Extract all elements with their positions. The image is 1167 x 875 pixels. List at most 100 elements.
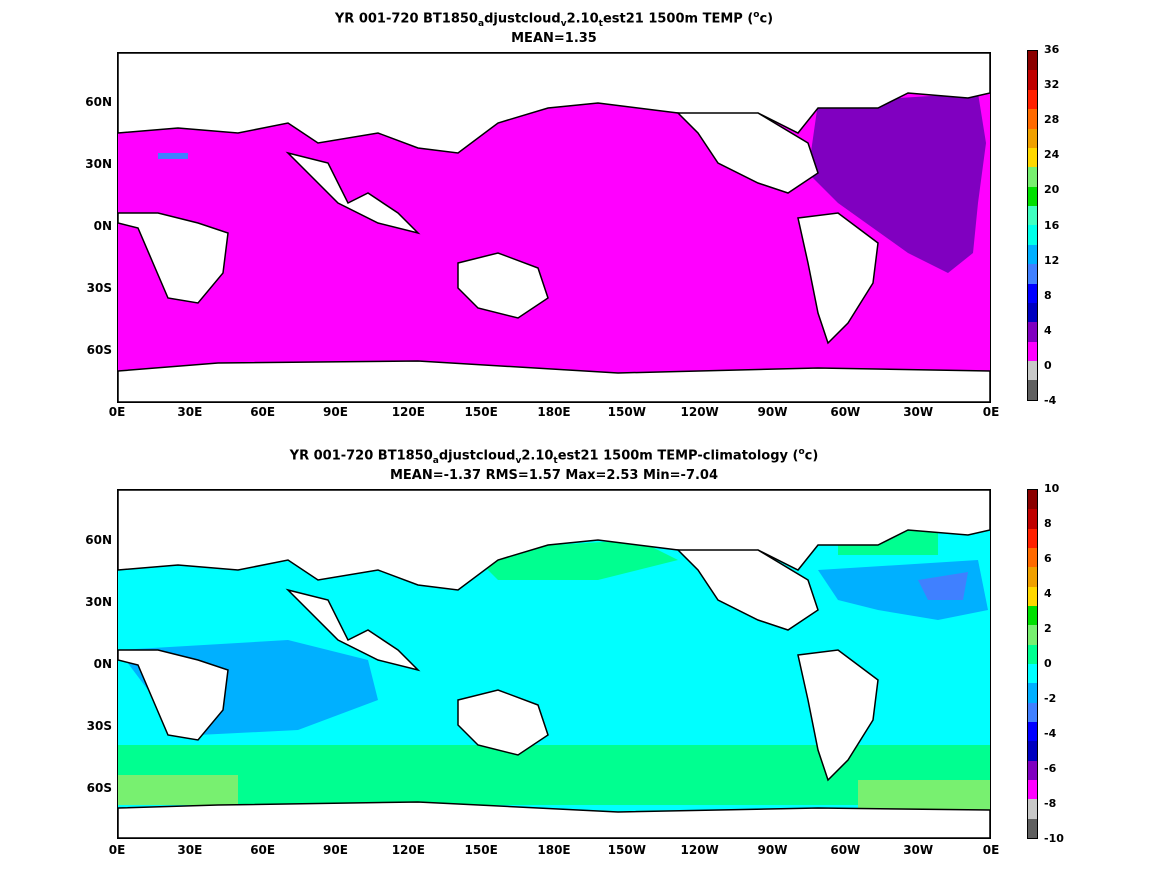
panel2-xlabel: 90E [323,843,348,857]
panel1-colorbar-swatch [1028,361,1037,381]
panel1-xlabel: 150W [607,405,646,419]
panel2-xlabel: 180E [537,843,571,857]
panel1-ylabel: 30N [85,157,112,171]
panel1-colorbar-swatch [1028,128,1037,148]
panel2-colorbar-tick: 8 [1044,517,1052,530]
panel2-colorbar-tick: -4 [1044,727,1057,740]
panel1-ylabel: 0N [93,219,112,233]
panel2-xlabel: 150E [464,843,498,857]
panel2-colorbar-tick: 2 [1044,622,1052,635]
panel2-colorbar-tick: -10 [1044,832,1064,845]
panel1-colorbar-swatch [1028,51,1037,71]
panel2-ylabel: 30S [86,719,112,733]
panel2-title: YR 001-720 BT1850adjustcloudv2.10test21 … [289,447,819,466]
panel1-xlabel: 90E [323,405,348,419]
panel2-ylabel: 60N [85,533,112,547]
panel1-xlabel: 60W [830,405,861,419]
panel2-colorbar-swatch [1028,818,1037,838]
panel1-colorbar-tick: 36 [1044,43,1060,56]
panel2-colorbar-swatch [1028,490,1037,510]
panel1-colorbar-swatch [1028,322,1037,342]
panel1-map [117,52,991,403]
panel2-colorbar-swatch [1028,547,1037,568]
panel2-colorbar-tick: 10 [1044,482,1060,495]
panel2-colorbar-swatch [1028,586,1037,606]
panel1-xlabel: 0E [108,405,126,419]
panel1-xlabel: 150E [464,405,498,419]
panel2-colorbar-swatch [1028,605,1037,626]
panel2-ylabel: 30N [85,595,112,609]
panel1-colorbar-tick: 28 [1044,113,1060,127]
panel1-ylabel: 60N [85,95,112,109]
panel1-colorbar-swatch [1028,186,1037,206]
panel1-colorbar-tick: 32 [1044,78,1060,92]
panel2-xlabel: 30E [177,843,203,857]
panel2-xlabel: 120E [391,843,425,857]
panel1-colorbar-swatch [1028,264,1037,284]
panel1-xlabel: 60E [250,405,276,419]
panel1-xlabel: 120W [680,405,719,419]
panel2-xlabel: 0E [982,843,1000,857]
panel1-colorbar-swatch [1028,380,1037,400]
panel2-colorbar-swatch [1028,625,1037,645]
panel2-colorbar-swatch [1028,779,1037,800]
panel2-xlabel: 30W [903,843,934,857]
panel2-colorbar-tick: 0 [1044,657,1052,670]
panel1-colorbar-tick: 0 [1044,358,1052,372]
panel2-subtitle: MEAN=-1.37 RMS=1.57 Max=2.53 Min=-7.04 [389,468,719,483]
panel1-ylabel: 60S [86,343,112,357]
panel2-colorbar [1027,489,1038,839]
panel2-xlabel: 0E [108,843,126,857]
panel2-ylabel: 60S [86,781,112,795]
panel1-colorbar-swatch [1028,341,1037,361]
panel1-xlabel: 30E [177,405,203,419]
panel1-colorbar-tick: 24 [1044,148,1060,162]
panel1-colorbar-tick: 16 [1044,218,1060,232]
panel2-xlabel: 60W [830,843,861,857]
panel2-colorbar-swatch [1028,683,1037,703]
panel1-colorbar-tick: 20 [1044,183,1060,197]
panel1-colorbar-tick: 8 [1044,288,1052,302]
panel1-colorbar-swatch [1028,147,1037,168]
panel2-colorbar-swatch [1028,702,1037,722]
panel1-colorbar-tick: -4 [1044,394,1057,407]
panel2-colorbar-swatch [1028,663,1037,684]
panel1-xlabel: 120E [391,405,425,419]
panel2-colorbar-tick: 4 [1044,587,1052,600]
panel1-colorbar-swatch [1028,167,1037,187]
panel2-colorbar-tick: -2 [1044,692,1057,705]
panel2-xlabel: 90W [757,843,788,857]
panel1-ylabel: 30S [86,281,112,295]
panel2-colorbar-swatch [1028,567,1037,587]
panel2-colorbar-swatch [1028,760,1037,780]
panel2-xlabel: 120W [680,843,719,857]
panel1-xlabel: 180E [537,405,571,419]
panel1-colorbar-swatch [1028,89,1037,110]
panel2-colorbar-swatch [1028,741,1037,761]
panel2-colorbar-swatch [1028,528,1037,548]
panel1-title: YR 001-720 BT1850adjustcloudv2.10test21 … [334,10,774,29]
panel1-colorbar-swatch [1028,206,1037,226]
panel2-colorbar-swatch [1028,644,1037,664]
panel1-colorbar-swatch [1028,302,1037,323]
panel1-colorbar [1027,50,1038,401]
panel2-colorbar-swatch [1028,721,1037,742]
panel2-xlabel: 60E [250,843,276,857]
panel1-xlabel: 0E [982,405,1000,419]
panel2-xlabel: 150W [607,843,646,857]
panel2-colorbar-swatch [1028,509,1037,529]
panel1-colorbar-swatch [1028,283,1037,303]
panel1-xlabel: 30W [903,405,934,419]
panel2-colorbar-tick: -6 [1044,762,1057,775]
panel1-colorbar-swatch [1028,70,1037,90]
panel2-ylabel: 0N [93,657,112,671]
panel2-map [117,489,991,839]
panel1-colorbar-swatch [1028,225,1037,245]
panel1-colorbar-swatch [1028,109,1037,129]
panel1-colorbar-tick: 4 [1044,323,1052,337]
panel1-colorbar-tick: 12 [1044,253,1060,267]
panel1-subtitle: MEAN=1.35 [511,31,597,46]
panel1-xlabel: 90W [757,405,788,419]
panel2-colorbar-tick: 6 [1044,552,1052,565]
panel1-colorbar-swatch [1028,244,1037,265]
